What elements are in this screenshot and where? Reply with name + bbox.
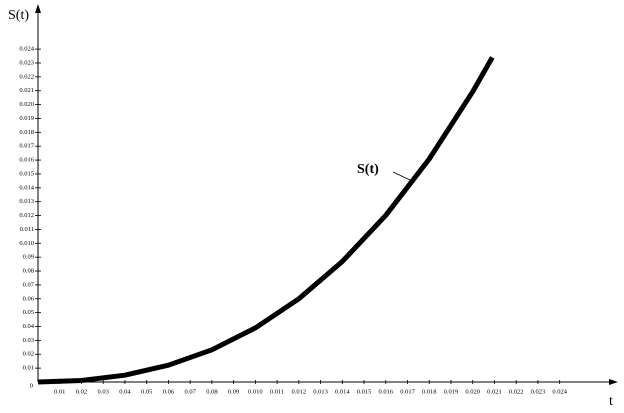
x-tick-label: 0.014 (335, 388, 350, 395)
x-tick-label: 0.01 (54, 388, 65, 395)
x-axis-arrow (609, 379, 618, 385)
y-tick-label: 0.024 (19, 46, 34, 53)
x-tick-label: 0.019 (444, 388, 459, 395)
x-axis-label: t (609, 394, 613, 409)
x-tick-label: 0.08 (206, 388, 217, 395)
x-tick-label: 0.024 (552, 388, 567, 395)
y-axis-label: S(t) (8, 8, 29, 23)
x-tick-label: 0.017 (400, 388, 415, 395)
y-tick-label: 0.012 (19, 212, 34, 219)
y-tick-label: 0.015 (19, 170, 34, 177)
y-tick-label: 0.02 (23, 351, 34, 358)
x-tick-label: 0.016 (378, 388, 393, 395)
x-tick-label: 0.03 (98, 388, 109, 395)
y-tick-label: 0.05 (23, 309, 34, 316)
x-tick-label: 0.013 (313, 388, 328, 395)
curve-annotation: S(t) (357, 162, 379, 177)
y-tick-label: 0.06 (23, 295, 35, 302)
annotation-leader (392, 171, 411, 181)
x-tick-label: 0.020 (465, 388, 480, 395)
x-tick-label: 0.05 (141, 388, 152, 395)
y-axis-arrow (35, 4, 41, 13)
x-tick-label: 0.011 (270, 388, 284, 395)
x-tick-label: 0.012 (292, 388, 307, 395)
x-tick-label: 0.010 (248, 388, 263, 395)
x-tick-label: 0.09 (228, 388, 239, 395)
x-tick-label: 0.07 (184, 388, 196, 395)
y-tick-label: 0.023 (19, 59, 34, 66)
y-tick-label: 0.017 (19, 143, 34, 150)
y-tick-label: 0.014 (19, 184, 34, 191)
x-tick-label: 0.015 (357, 388, 372, 395)
y-tick-label: 0.09 (23, 254, 34, 261)
x-tick-label: 0.022 (509, 388, 524, 395)
origin-label: 0 (30, 382, 33, 389)
x-tick-label: 0.02 (76, 388, 87, 395)
y-tick-label: 0.022 (19, 73, 34, 80)
y-tick-label: 0.07 (23, 281, 35, 288)
y-tick-label: 0.018 (19, 129, 34, 136)
y-tick-label: 0.08 (23, 268, 34, 275)
y-tick-label: 0.03 (23, 337, 34, 344)
y-tick-label: 0.020 (19, 101, 34, 108)
y-tick-label: 0.01 (23, 365, 34, 372)
y-tick-label: 0.019 (19, 115, 34, 122)
y-tick-label: 0.011 (20, 226, 34, 233)
x-tick-label: 0.021 (487, 388, 502, 395)
curve (37, 56, 495, 385)
y-tick-label: 0.016 (19, 157, 34, 164)
y-tick-label: 0.04 (23, 323, 35, 330)
y-tick-label: 0.010 (19, 240, 34, 247)
y-tick-label: 0.013 (19, 198, 34, 205)
x-tick-label: 0.04 (119, 388, 131, 395)
y-tick-label: 0.021 (19, 87, 34, 94)
x-tick-label: 0.023 (531, 388, 546, 395)
x-tick-label: 0.018 (422, 388, 437, 395)
x-tick-label: 0.06 (163, 388, 175, 395)
